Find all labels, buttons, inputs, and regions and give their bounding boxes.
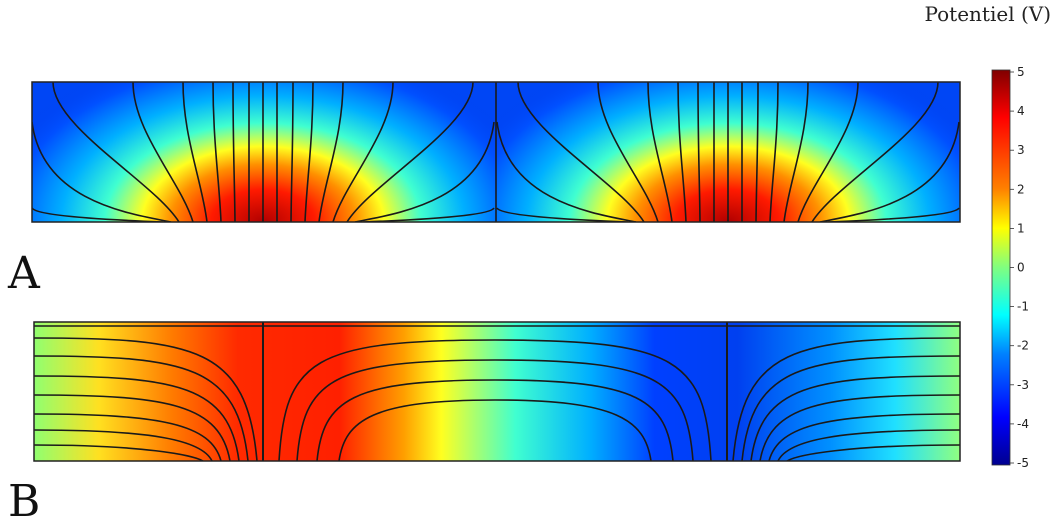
field-line bbox=[34, 413, 222, 461]
field-line bbox=[797, 82, 859, 222]
field-line bbox=[318, 82, 344, 222]
colorbar-tick-label: -1 bbox=[1017, 300, 1029, 314]
field-line bbox=[52, 82, 180, 222]
field-line bbox=[332, 82, 394, 222]
colorbar-tick-label: 4 bbox=[1017, 104, 1025, 118]
field-line bbox=[212, 82, 222, 222]
colorbar-tick-label: 2 bbox=[1017, 182, 1025, 196]
field-line bbox=[362, 207, 495, 222]
colorbar: 5 4 3 2 1 0 -1 -2 -3 -4 -5 bbox=[991, 65, 1029, 470]
field-line bbox=[677, 82, 687, 222]
field-line bbox=[296, 359, 694, 461]
field-line bbox=[786, 444, 960, 461]
field-line bbox=[750, 375, 960, 461]
panel-b-plot bbox=[34, 322, 960, 461]
field-line bbox=[32, 207, 164, 222]
field-line bbox=[34, 337, 258, 461]
field-line bbox=[132, 82, 194, 222]
colorbar-tick-label: -3 bbox=[1017, 378, 1029, 392]
panel-b-frame bbox=[33, 321, 961, 462]
colorbar-tick-label: 5 bbox=[1017, 65, 1025, 79]
field-line bbox=[496, 207, 629, 222]
colorbar-tick-label: -2 bbox=[1017, 339, 1029, 353]
field-line bbox=[741, 355, 960, 461]
colorbar-tick-label: 0 bbox=[1017, 261, 1025, 275]
field-line bbox=[354, 121, 495, 222]
field-line bbox=[34, 375, 240, 461]
field-line bbox=[338, 399, 652, 461]
panel-a-plot bbox=[32, 82, 960, 222]
colorbar-tick-label: 1 bbox=[1017, 221, 1025, 235]
field-line bbox=[777, 429, 960, 461]
colorbar-tick-label: -4 bbox=[1017, 417, 1029, 431]
field-line bbox=[732, 337, 960, 461]
field-line bbox=[811, 82, 939, 222]
panel-b-field-lines bbox=[34, 325, 960, 461]
field-line bbox=[34, 355, 249, 461]
field-line bbox=[597, 82, 659, 222]
field-line bbox=[32, 121, 172, 222]
field-line bbox=[768, 413, 960, 461]
field-line bbox=[647, 82, 673, 222]
panel-a-field-lines bbox=[32, 82, 960, 222]
field-line bbox=[232, 82, 236, 222]
field-line bbox=[304, 82, 314, 222]
colorbar-ramp bbox=[991, 69, 1011, 466]
colorbar-title: Potentiel (V) bbox=[924, 2, 1051, 26]
panel-a-frame bbox=[31, 81, 961, 223]
colorbar-tick-label: -5 bbox=[1017, 456, 1029, 470]
colorbar-ticks: 5 4 3 2 1 0 -1 -2 -3 -4 -5 bbox=[1010, 65, 1029, 470]
colorbar-tick-label: 3 bbox=[1017, 143, 1025, 157]
field-line bbox=[783, 82, 809, 222]
field-line bbox=[755, 82, 759, 222]
panel-a-field-left bbox=[32, 82, 496, 222]
field-line bbox=[769, 82, 779, 222]
field-line bbox=[278, 339, 712, 461]
field-line bbox=[34, 444, 204, 461]
field-line bbox=[34, 429, 213, 461]
field-line bbox=[290, 82, 294, 222]
panel-a-label: A bbox=[8, 248, 40, 299]
field-line bbox=[759, 394, 960, 461]
field-line bbox=[496, 121, 637, 222]
field-line bbox=[517, 82, 645, 222]
field-line bbox=[34, 394, 231, 461]
panel-b-label: B bbox=[8, 476, 41, 527]
field-line bbox=[827, 207, 960, 222]
field-line bbox=[819, 121, 960, 222]
field-line bbox=[346, 82, 474, 222]
field-line bbox=[182, 82, 208, 222]
field-line bbox=[316, 379, 674, 461]
field-line bbox=[697, 82, 701, 222]
